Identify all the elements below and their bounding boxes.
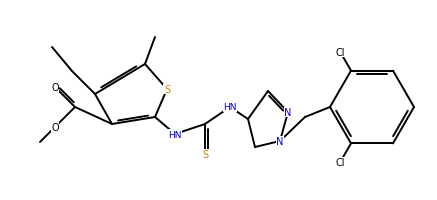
Text: Cl: Cl [335, 158, 345, 168]
Text: S: S [164, 85, 170, 95]
Text: O: O [51, 83, 59, 93]
Text: HN: HN [223, 103, 237, 112]
Text: HN: HN [168, 130, 182, 139]
Text: N: N [284, 107, 291, 117]
Text: N: N [276, 136, 284, 146]
Text: S: S [202, 149, 208, 159]
Text: O: O [51, 122, 59, 132]
Text: Cl: Cl [335, 47, 345, 57]
